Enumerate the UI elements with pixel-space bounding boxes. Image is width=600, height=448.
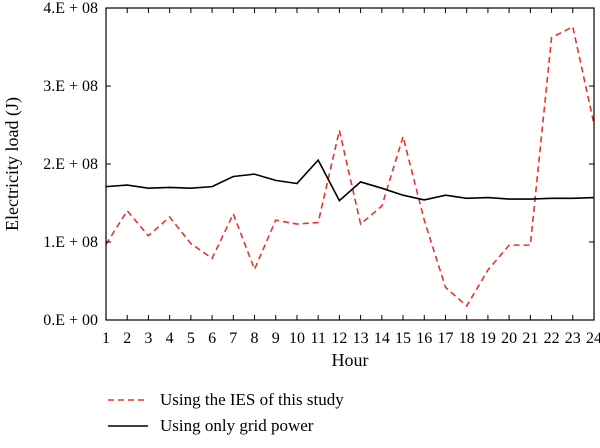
x-tick-label: 18 (459, 330, 475, 347)
series-line-1 (105, 25, 595, 308)
plot-area (105, 25, 595, 308)
x-tick-label: 12 (331, 330, 347, 347)
x-tick-label: 6 (208, 330, 216, 347)
x-tick-label: 16 (416, 330, 432, 347)
y-tick-label: 2.E + 08 (43, 156, 98, 173)
x-tick-label: 8 (251, 330, 259, 347)
x-tick-label: 7 (229, 330, 237, 347)
y-axis-title: Electricity load (J) (2, 97, 23, 231)
x-tick-label: 11 (310, 330, 325, 347)
y-tick-label: 1.E + 08 (43, 234, 98, 251)
x-tick-label: 3 (144, 330, 152, 347)
x-tick-label: 23 (565, 330, 581, 347)
x-tick-label: 1 (102, 330, 110, 347)
legend-label-1: Using the IES of this study (160, 390, 344, 409)
legend-label-2: Using only grid power (160, 416, 314, 435)
x-tick-label: 20 (501, 330, 517, 347)
x-axis-title: Hour (332, 350, 369, 370)
plot-frame (105, 7, 595, 321)
x-tick-label: 14 (374, 330, 390, 347)
x-tick-label: 13 (353, 330, 369, 347)
x-tick-label: 24 (586, 330, 600, 347)
x-tick-label: 10 (289, 330, 305, 347)
x-tick-label: 4 (166, 330, 174, 347)
axes: 0.E + 00 1.E + 08 2.E + 08 3.E + 08 4.E + 08… (43, 0, 600, 347)
series-line-2 (105, 158, 595, 202)
y-tick-label: 4.E + 08 (43, 0, 98, 17)
y-tick-label: 3.E + 08 (43, 78, 98, 95)
x-tick-label: 21 (522, 330, 538, 347)
x-tick-label: 15 (395, 330, 411, 347)
x-tick-label: 5 (187, 330, 195, 347)
x-tick-label: 17 (437, 330, 453, 347)
legend: Using the IES of this study Using only gr… (108, 390, 344, 435)
x-tick-label: 22 (544, 330, 560, 347)
y-tick-label: 0.E + 00 (43, 312, 98, 329)
x-tick-label: 2 (123, 330, 131, 347)
x-tick-label: 9 (272, 330, 280, 347)
x-tick-label: 19 (480, 330, 496, 347)
